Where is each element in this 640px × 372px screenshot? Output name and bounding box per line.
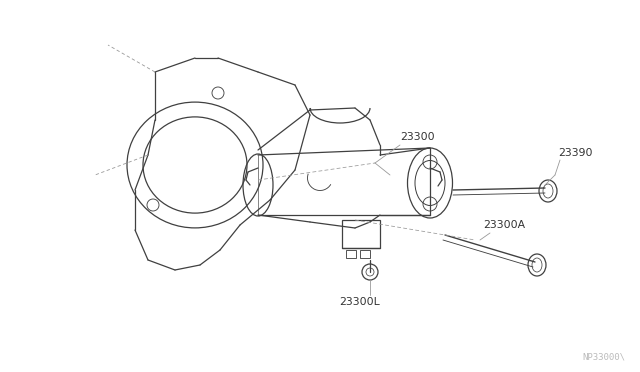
Text: 23300A: 23300A [483, 220, 525, 230]
Text: 23300L: 23300L [340, 297, 380, 307]
Bar [346, 250, 356, 258]
Text: NP33000\: NP33000\ [582, 353, 625, 362]
Bar [360, 250, 370, 258]
Text: 23300: 23300 [400, 132, 435, 142]
Text: 23390: 23390 [558, 148, 593, 158]
Bar [342, 220, 380, 248]
